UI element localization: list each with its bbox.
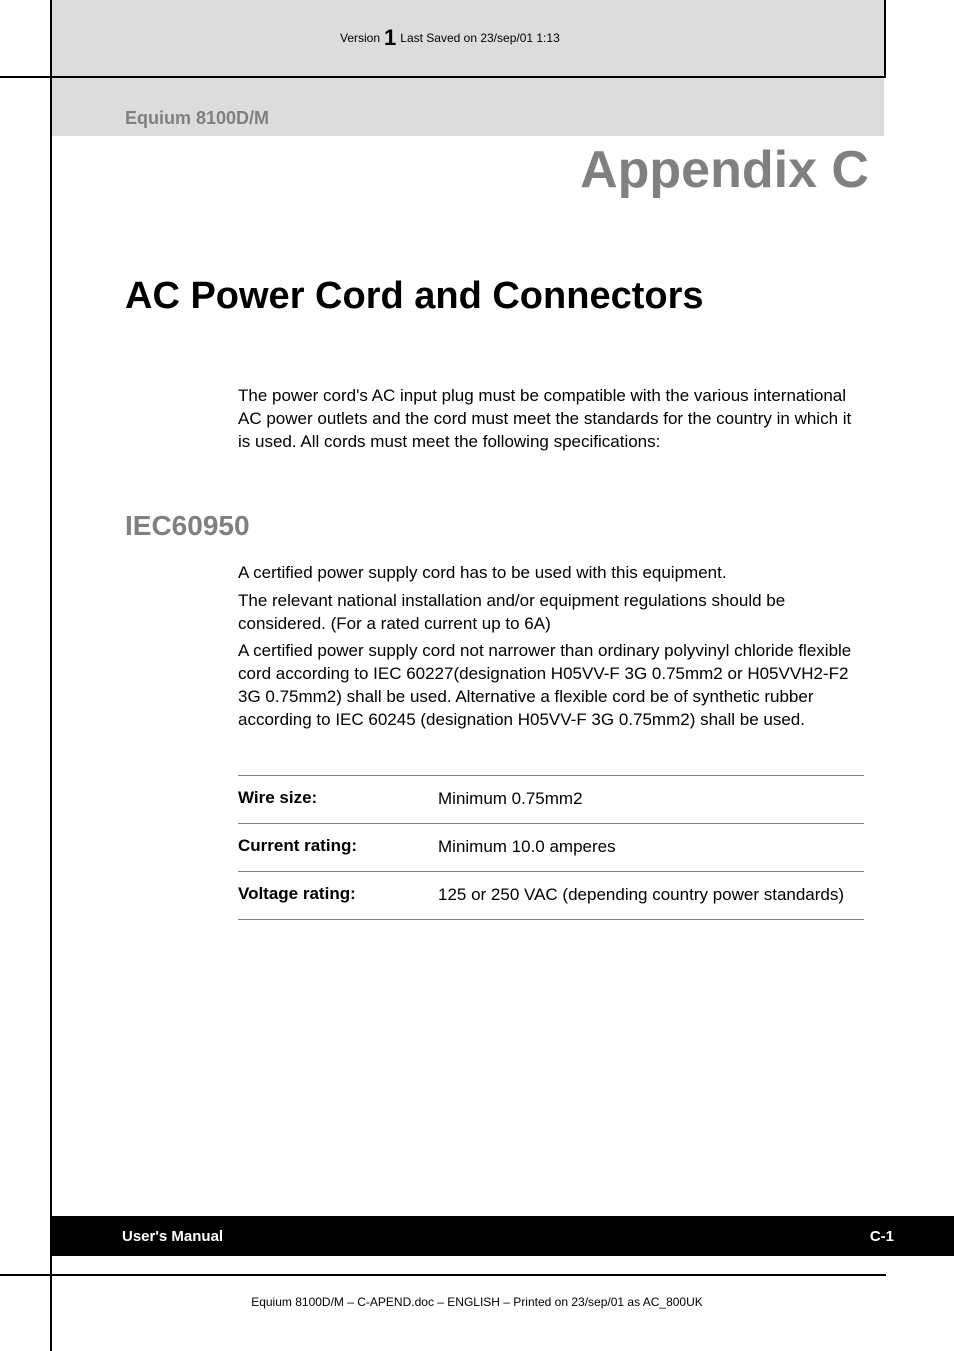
- page-right-margin-line: [884, 0, 886, 78]
- appendix-title: Appendix C: [580, 140, 869, 200]
- footer-page-number: C-1: [870, 1228, 894, 1245]
- version-prefix: Version: [340, 31, 380, 45]
- footer-meta-text: Equium 8100D/M – C-APEND.doc – ENGLISH –…: [0, 1295, 954, 1309]
- spec-label: Voltage rating:: [238, 884, 438, 907]
- version-info: Version 1 Last Saved on 23/sep/01 1:13: [340, 25, 560, 51]
- footer-bar: User's Manual C-1: [52, 1216, 954, 1256]
- table-row: Wire size: Minimum 0.75mm2: [238, 775, 864, 823]
- intro-paragraph: The power cord's AC input plug must be c…: [238, 385, 864, 454]
- spec-label: Current rating:: [238, 836, 438, 859]
- footer-rule-line: [0, 1274, 886, 1276]
- body-paragraph-3: A certified power supply cord not narrow…: [238, 640, 864, 732]
- spec-value: Minimum 10.0 amperes: [438, 836, 864, 859]
- page-left-margin-line: [50, 0, 52, 1351]
- last-saved-text: Last Saved on 23/sep/01 1:13: [400, 31, 559, 45]
- spec-value: 125 or 250 VAC (depending country power …: [438, 884, 864, 907]
- spec-label: Wire size:: [238, 788, 438, 811]
- version-number: 1: [384, 25, 396, 51]
- table-row: Current rating: Minimum 10.0 amperes: [238, 823, 864, 871]
- product-name: Equium 8100D/M: [125, 108, 269, 129]
- footer-left-text: User's Manual: [122, 1228, 223, 1245]
- body-paragraph-1: A certified power supply cord has to be …: [238, 562, 864, 585]
- body-paragraph-2: The relevant national installation and/o…: [238, 590, 864, 636]
- spec-value: Minimum 0.75mm2: [438, 788, 864, 811]
- spec-table: Wire size: Minimum 0.75mm2 Current ratin…: [238, 775, 864, 920]
- table-row: Voltage rating: 125 or 250 VAC (dependin…: [238, 871, 864, 920]
- page-title: AC Power Cord and Connectors: [125, 275, 704, 318]
- section-heading: IEC60950: [125, 510, 250, 542]
- header-rule-line: [0, 76, 886, 78]
